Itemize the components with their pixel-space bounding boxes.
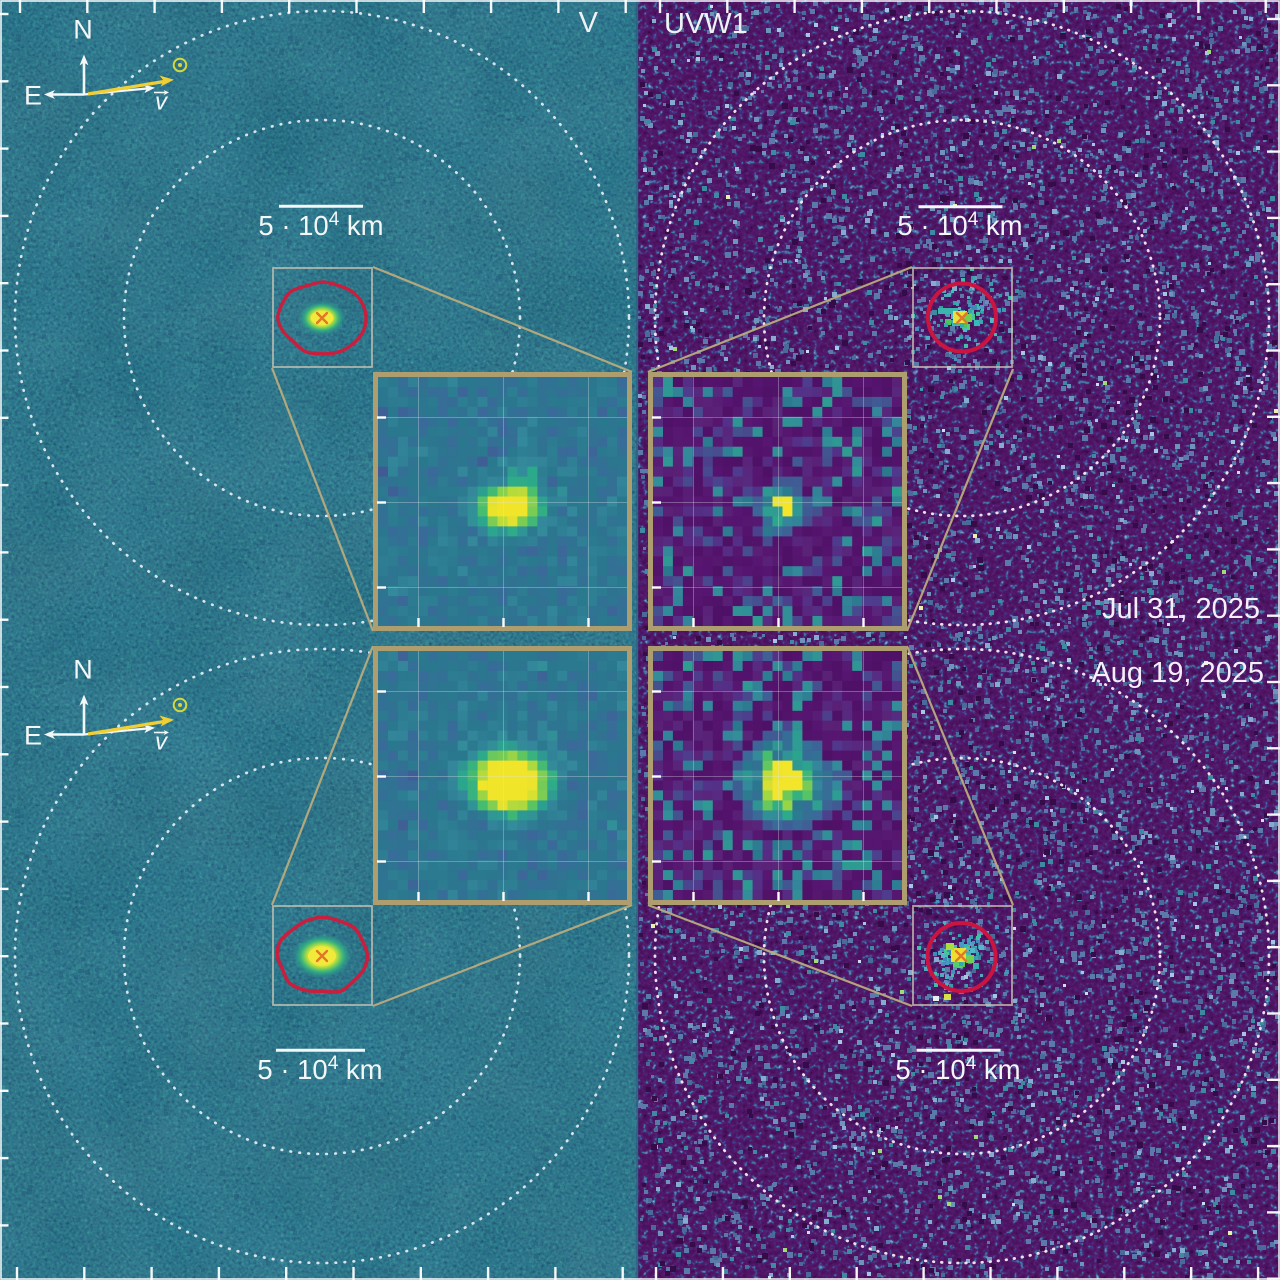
svg-text:5 · 104 km: 5 · 104 km xyxy=(258,209,383,241)
svg-text:5 · 104 km: 5 · 104 km xyxy=(257,1053,382,1085)
svg-text:v: v xyxy=(155,89,169,116)
svg-text:v: v xyxy=(155,729,169,756)
svg-text:Jul 31, 2025: Jul 31, 2025 xyxy=(1102,593,1260,625)
svg-text:N: N xyxy=(73,15,93,45)
svg-text:5 · 104 km: 5 · 104 km xyxy=(895,1053,1020,1085)
svg-text:N: N xyxy=(73,655,93,685)
svg-text:E: E xyxy=(24,81,42,111)
svg-text:V: V xyxy=(579,7,599,39)
svg-text:5 · 104 km: 5 · 104 km xyxy=(897,209,1022,241)
svg-text:E: E xyxy=(24,721,42,751)
svg-text:Aug 19, 2025: Aug 19, 2025 xyxy=(1091,657,1264,689)
svg-text:UVW1: UVW1 xyxy=(664,8,748,40)
